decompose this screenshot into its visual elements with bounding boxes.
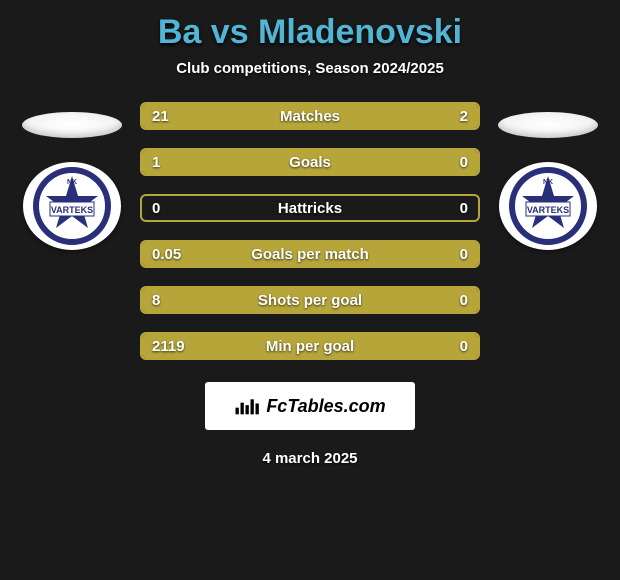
svg-text:NK: NK <box>543 179 553 186</box>
svg-text:VARTEKS: VARTEKS <box>527 205 569 215</box>
stat-right-value: 0 <box>418 154 468 171</box>
stat-left-value: 21 <box>152 108 202 125</box>
svg-text:VARTEKS: VARTEKS <box>51 205 93 215</box>
stat-label: Matches <box>202 108 418 125</box>
stat-label: Goals <box>202 154 418 171</box>
stat-bar: 21Matches2 <box>140 102 480 130</box>
stat-right-value: 0 <box>418 338 468 355</box>
stat-label: Shots per goal <box>202 292 418 309</box>
subtitle: Club competitions, Season 2024/2025 <box>176 60 444 77</box>
stat-label: Goals per match <box>202 246 418 263</box>
branding-link[interactable]: FcTables.com <box>205 382 415 430</box>
club-crest-icon: VARTEKS NK <box>508 166 588 246</box>
stat-label: Hattricks <box>202 200 418 217</box>
branding-text: FcTables.com <box>266 396 385 417</box>
player-photo-left <box>22 112 122 138</box>
stat-right-value: 2 <box>418 108 468 125</box>
stat-bar: 2119Min per goal0 <box>140 332 480 360</box>
stat-bar: 8Shots per goal0 <box>140 286 480 314</box>
card: Ba vs Mladenovski Club competitions, Sea… <box>0 0 620 580</box>
club-badge-right: VARTEKS NK <box>499 162 597 250</box>
club-crest-icon: VARTEKS NK <box>32 166 112 246</box>
stat-right-value: 0 <box>418 200 468 217</box>
stat-left-value: 1 <box>152 154 202 171</box>
stat-right-value: 0 <box>418 246 468 263</box>
stat-left-value: 0 <box>152 200 202 217</box>
stat-bars: 21Matches21Goals00Hattricks00.05Goals pe… <box>140 102 480 360</box>
stat-left-value: 8 <box>152 292 202 309</box>
date-label: 4 march 2025 <box>262 450 357 467</box>
stat-label: Min per goal <box>202 338 418 355</box>
bars-icon <box>234 396 262 416</box>
svg-text:NK: NK <box>67 179 77 186</box>
stat-left-value: 0.05 <box>152 246 202 263</box>
stat-bar: 0.05Goals per match0 <box>140 240 480 268</box>
club-badge-left: VARTEKS NK <box>23 162 121 250</box>
right-side: VARTEKS NK <box>498 102 598 250</box>
stat-bar: 0Hattricks0 <box>140 194 480 222</box>
stat-left-value: 2119 <box>152 338 202 355</box>
page-title: Ba vs Mladenovski <box>158 13 462 52</box>
comparison-row: VARTEKS NK 21Matches21Goals00Hattricks00… <box>0 102 620 360</box>
player-photo-right <box>498 112 598 138</box>
stat-right-value: 0 <box>418 292 468 309</box>
left-side: VARTEKS NK <box>22 102 122 250</box>
stat-bar: 1Goals0 <box>140 148 480 176</box>
